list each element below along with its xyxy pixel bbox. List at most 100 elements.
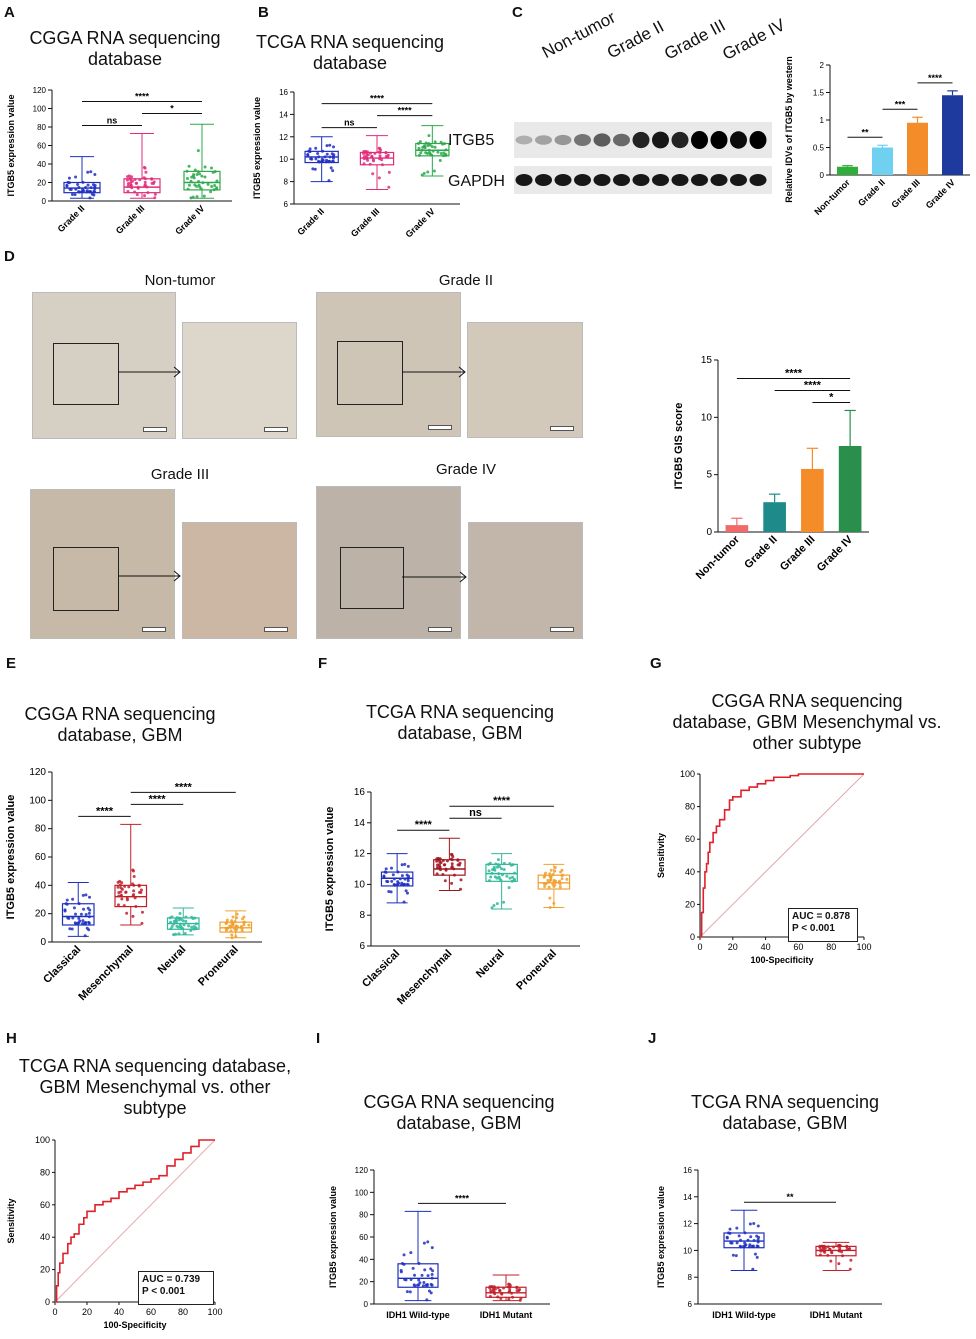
data-point [385,879,389,883]
data-point [206,182,210,186]
data-point [408,1290,412,1294]
data-point [380,163,384,167]
y-tick-label: 10 [683,1246,692,1255]
x-tick-label: 100 [856,942,871,952]
band-itgb5 [652,131,669,149]
data-point [436,856,440,860]
data-point [153,196,157,200]
arrow-head [459,571,467,583]
sig-label: **** [135,91,150,101]
y-tick-label: 14 [279,110,288,119]
data-point [400,863,404,867]
panel-letter-d: D [4,248,15,265]
data-point [168,916,172,920]
panel-letter-h: H [6,1030,17,1047]
bar-Grade III [907,122,928,175]
data-point [819,1249,823,1253]
data-point [175,916,179,920]
data-point [426,1274,430,1278]
panel-b-title: TCGA RNA sequencing database [255,32,445,73]
sig-label: **** [148,793,166,805]
data-point [133,190,137,194]
data-point [409,1277,413,1281]
ihc-grade4-high [468,522,583,639]
data-point [496,858,500,862]
data-point [543,873,547,877]
data-point [135,193,139,197]
data-point [511,875,515,879]
data-point [419,151,423,155]
data-point [425,151,429,155]
bar-Grade III [801,468,824,532]
y-tick-label: 16 [683,1166,692,1175]
data-point [738,1244,742,1248]
data-point [429,1291,433,1295]
chart-e: 0 20 40 60 80 100 120 ITGB5 expression value Cla… [5,767,262,1003]
sig-label: **** [928,73,943,83]
data-point [212,188,216,192]
data-point [558,885,562,889]
data-point [198,185,202,189]
data-point [85,190,89,194]
x-axis-label: 100-Specificity [103,1320,166,1330]
x-tick-label: Mesenchymal [395,948,455,1008]
sig-label: **** [415,819,433,831]
x-tick-label: 0 [697,942,702,952]
data-point [417,1261,421,1265]
y-tick-label: 0 [690,932,695,942]
data-point [308,147,312,151]
y-tick-label: 12 [354,849,366,860]
data-point [560,877,564,881]
data-point [183,932,187,936]
sig-label: **** [96,805,114,817]
data-point [192,173,196,177]
y-tick-label: 60 [685,834,695,844]
data-point [417,141,421,145]
data-point [418,140,422,144]
bar-Grade IV [942,95,963,175]
data-point [89,186,93,190]
data-point [397,881,401,885]
data-point [77,185,81,189]
data-point [441,142,445,146]
y-axis-label: Sensitivity [6,1198,16,1243]
data-point [430,1283,434,1287]
data-point [845,1247,849,1251]
panel-letter-b: B [258,4,269,21]
data-point [734,1254,738,1258]
data-point [73,921,77,925]
data-point [80,922,84,926]
data-point [234,934,238,938]
data-point [126,184,130,188]
bar-Grade IV [838,446,862,532]
data-point [427,134,431,138]
bar-Non-tumor [837,166,858,175]
band-gapdh [710,174,728,186]
data-point [117,894,121,898]
data-point [487,879,491,883]
data-point [134,181,138,185]
data-point [492,865,496,869]
data-point [130,175,134,179]
data-point [314,146,318,150]
data-point [508,876,512,880]
data-point [230,936,234,940]
data-point [430,1272,434,1276]
ihc-arrows [118,366,467,583]
data-point [384,155,388,159]
panel-letter-a: A [4,4,15,21]
data-point [829,1259,833,1263]
sig-label: **** [493,795,511,807]
data-point [139,888,143,892]
data-point [756,1240,760,1244]
data-point [422,1241,426,1245]
data-point [368,162,372,166]
data-point [551,873,555,877]
data-point [378,157,382,161]
y-tick-label: 10 [279,155,288,164]
box-Mesenchymal [114,884,148,908]
y-axis-label: Sensitivity [656,833,666,878]
data-point [507,1297,511,1301]
